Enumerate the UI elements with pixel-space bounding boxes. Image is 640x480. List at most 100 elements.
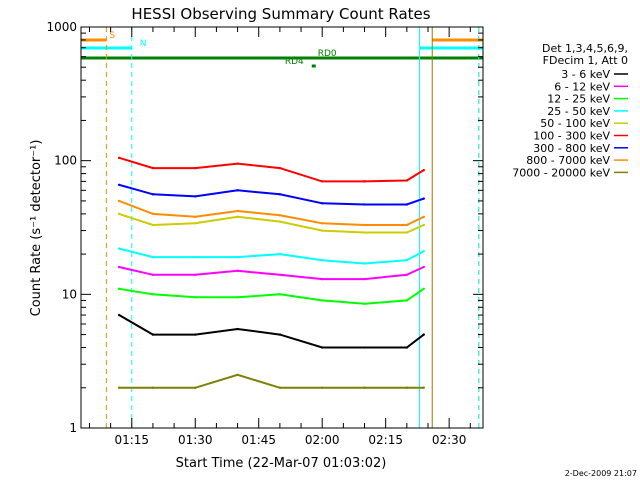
data-point	[194, 166, 197, 170]
data-point	[278, 166, 282, 170]
data-point	[236, 189, 239, 192]
data-point	[405, 273, 409, 277]
x-tick-label: 02:15	[368, 433, 403, 447]
data-point	[405, 223, 409, 227]
data-point	[151, 166, 155, 170]
data-point	[117, 265, 121, 269]
data-point	[405, 346, 409, 349]
data-point	[194, 296, 197, 299]
legend-header-line-1: Det 1,3,4,5,6,9,	[542, 42, 628, 55]
data-point	[422, 333, 425, 336]
data-point	[278, 214, 282, 217]
data-point	[151, 255, 155, 259]
data-point	[151, 273, 155, 277]
y-tick-label: 100	[54, 154, 77, 168]
x-tick-label: 02:00	[305, 433, 340, 447]
data-point	[422, 250, 425, 253]
x-tick-label: 02:30	[432, 433, 467, 447]
data-point	[117, 313, 121, 317]
legend-item-label: 300 - 800 keV	[533, 142, 610, 155]
data-point	[321, 277, 324, 281]
legend-item-label: 100 - 300 keV	[533, 130, 610, 143]
data-point	[151, 386, 155, 389]
data-point	[194, 215, 197, 219]
data-point	[405, 386, 409, 389]
data-point	[321, 180, 324, 183]
flag-bars: S N RD0 RD4	[81, 27, 483, 428]
data-point	[236, 373, 239, 377]
data-point	[194, 255, 197, 259]
plot-frame	[80, 26, 484, 429]
data-point	[405, 259, 409, 262]
chart-title: HESSI Observing Summary Count Rates	[131, 5, 430, 23]
data-point	[422, 223, 425, 227]
data-point	[363, 386, 366, 389]
data-point	[405, 231, 409, 234]
data-point	[363, 203, 366, 206]
data-point	[321, 222, 324, 225]
data-point	[194, 195, 197, 198]
legend: Det 1,3,4,5,6,9, FDecim 1, Att 0 3 - 6 k…	[512, 42, 628, 179]
flag-label-n: N	[140, 39, 147, 49]
x-tick-label: 01:30	[178, 433, 213, 447]
data-point	[321, 202, 324, 205]
data-point	[278, 333, 282, 336]
flag-label-rd4: RD4	[285, 57, 304, 67]
series-lines	[117, 156, 425, 389]
data-point	[236, 296, 239, 299]
y-ticks: 1 10 100 1000	[46, 20, 483, 435]
data-point	[405, 203, 409, 206]
x-axis-label: Start Time (22-Mar-07 01:03:02)	[176, 456, 387, 471]
data-point	[363, 223, 366, 227]
data-point	[117, 386, 121, 389]
legend-item-label: 800 - 7000 keV	[526, 154, 610, 167]
data-point	[151, 223, 155, 227]
x-tick-label: 01:45	[241, 433, 276, 447]
data-point	[151, 333, 155, 336]
data-point	[194, 333, 197, 336]
data-point	[321, 299, 324, 302]
data-point	[363, 277, 366, 281]
x-ticks: 01:15 01:30 01:45 02:00 02:15 02:30	[88, 27, 471, 447]
data-point	[405, 299, 409, 302]
legend-item-label: 3 - 6 keV	[561, 68, 610, 81]
data-point	[278, 193, 282, 196]
data-point	[236, 327, 239, 331]
data-point	[151, 193, 155, 196]
data-point	[422, 168, 425, 172]
data-point	[117, 287, 121, 291]
data-point	[117, 212, 121, 216]
y-axis-label: Count Rate (s⁻¹ detector⁻¹)	[29, 140, 44, 317]
data-point	[363, 180, 366, 183]
data-point	[363, 346, 366, 349]
legend-item-label: 12 - 25 keV	[547, 93, 610, 106]
data-point	[236, 209, 239, 213]
x-tick-label: 01:15	[114, 433, 149, 447]
data-point	[151, 293, 155, 296]
y-tick-label: 1	[69, 421, 77, 435]
data-point	[321, 229, 324, 232]
data-point	[422, 215, 425, 219]
data-point	[278, 220, 282, 223]
data-point	[321, 386, 324, 389]
legend-item-label: 7000 - 20000 keV	[512, 166, 610, 179]
y-tick-label: 1000	[46, 20, 77, 34]
data-point	[117, 247, 121, 250]
data-point	[278, 386, 282, 389]
data-point	[422, 386, 425, 389]
data-point	[151, 212, 155, 216]
data-point	[321, 346, 324, 349]
legend-item-label: 6 - 12 keV	[554, 80, 610, 93]
footer-timestamp: 2-Dec-2009 21:07	[565, 469, 637, 478]
data-point	[117, 156, 121, 160]
y-tick-label: 10	[62, 287, 77, 301]
legend-item-label: 50 - 100 keV	[540, 117, 610, 130]
data-point	[363, 231, 366, 234]
data-point	[363, 302, 366, 305]
data-point	[117, 199, 121, 203]
data-point	[117, 183, 121, 186]
data-point	[405, 179, 409, 182]
data-point	[321, 259, 324, 262]
flag-label-rd0: RD0	[318, 49, 337, 59]
